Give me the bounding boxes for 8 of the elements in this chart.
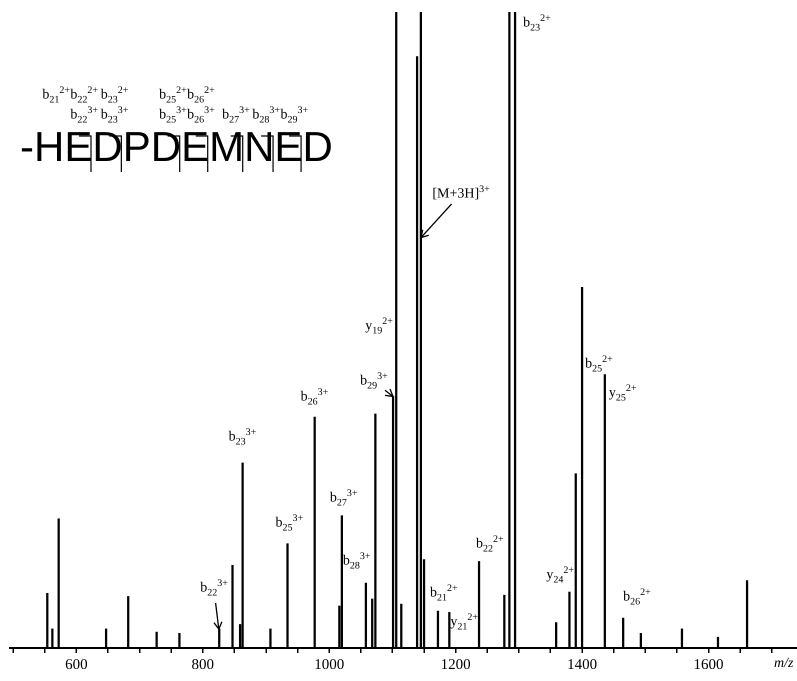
- annotation: [M+3H]$^{3+}$: [432, 184, 490, 202]
- x-tick-label: 1600: [694, 656, 724, 673]
- x-tick-label: 600: [65, 656, 88, 673]
- x-tick-label: 1200: [440, 656, 471, 673]
- x-tick-label: 800: [192, 656, 214, 673]
- x-tick-label: 1000: [314, 656, 344, 673]
- x-axis-title: m/z: [774, 656, 794, 671]
- x-tick-label: 1400: [567, 656, 598, 673]
